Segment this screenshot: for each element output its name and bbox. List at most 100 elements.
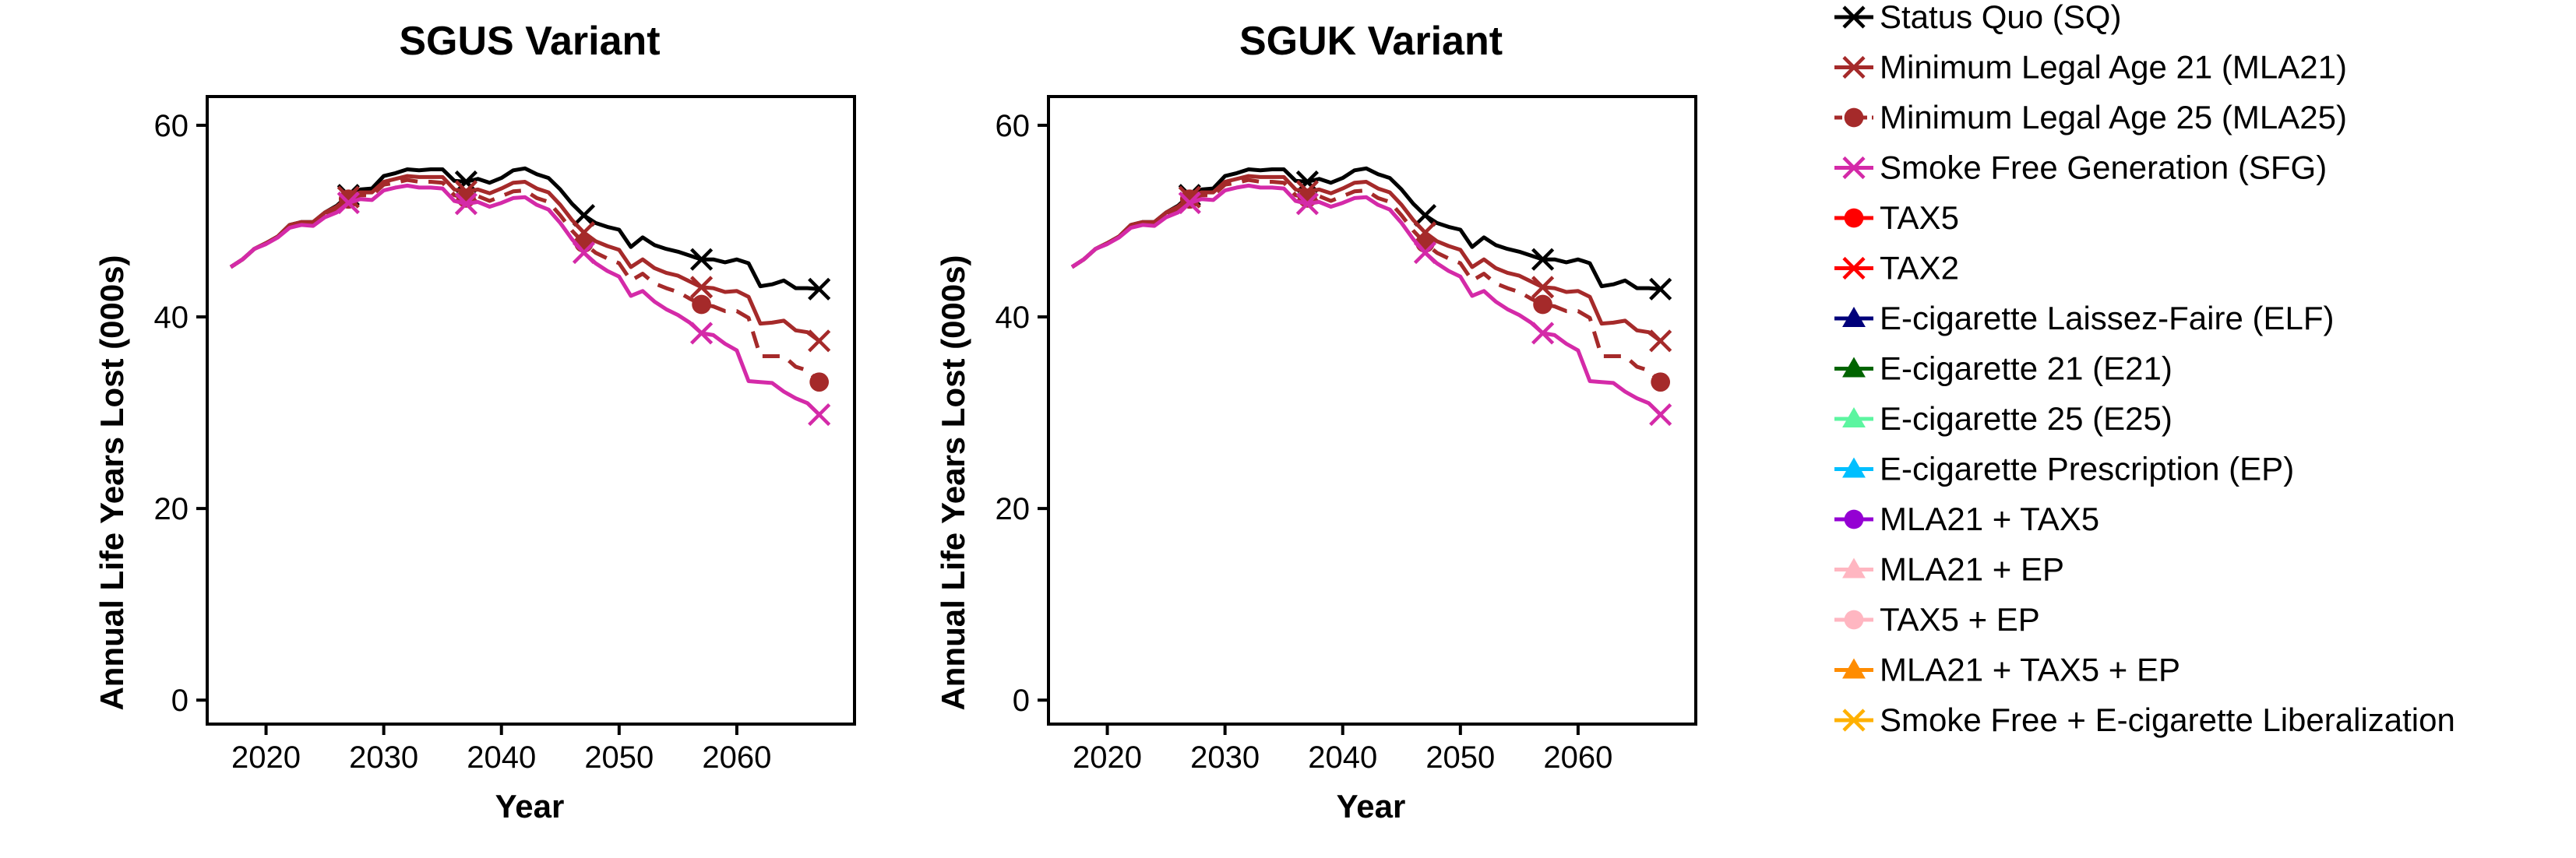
- series-line: [1070, 183, 1662, 417]
- legend-label: Smoke Free + E-cigarette Liberalization: [1880, 702, 2455, 738]
- series-marker: [1533, 294, 1552, 315]
- series-marker: [1651, 372, 1671, 392]
- plot-frame: [1047, 95, 1697, 726]
- series-marker: [337, 191, 360, 215]
- series-marker: [572, 203, 596, 227]
- legend-item: MLA21 + EP: [1834, 551, 2064, 588]
- x-tick-label: 2030: [349, 740, 418, 775]
- panel-title: SGUK Variant: [1239, 19, 1503, 64]
- legend-marker: [1842, 407, 1866, 428]
- legend-marker: [1844, 509, 1864, 529]
- legend-label: TAX5: [1880, 199, 1959, 236]
- legend-label: E-cigarette 21 (E21): [1880, 350, 2173, 387]
- legend-label: MLA21 + TAX5: [1880, 501, 2099, 537]
- legend-marker: [1842, 658, 1866, 679]
- y-tick-label: 20: [154, 492, 189, 526]
- legend-item: TAX5 + EP: [1834, 601, 2040, 638]
- legend-label: MLA21 + TAX5 + EP: [1880, 652, 2180, 688]
- legend-item: Smoke Free Generation (SFG): [1834, 149, 2327, 186]
- legend-label: TAX2: [1880, 250, 1959, 287]
- series-line: [1070, 178, 1662, 384]
- series-marker: [454, 192, 477, 216]
- series-line: [229, 178, 821, 384]
- y-tick-label: 60: [996, 109, 1031, 143]
- y-tick-label: 0: [1013, 684, 1030, 718]
- y-tick-label: 40: [154, 301, 189, 335]
- series-line: [229, 183, 821, 417]
- legend-marker: [1842, 55, 1866, 79]
- legend-label: Smoke Free Generation (SFG): [1880, 149, 2327, 186]
- legend-marker: [1842, 709, 1866, 732]
- y-axis-label: Annual Life Years Lost (000s): [935, 255, 971, 710]
- legend-item: E-cigarette Laissez-Faire (ELF): [1834, 300, 2335, 336]
- legend: Status Quo (SQ) Minimum Legal Age 21 (MLA…: [1834, 0, 2455, 738]
- x-tick-label: 2030: [1190, 740, 1260, 775]
- series-marker: [808, 329, 831, 353]
- legend-marker: [1842, 256, 1866, 280]
- legend-item: E-cigarette 25 (E25): [1834, 400, 2173, 437]
- series-marker: [1531, 322, 1555, 345]
- y-tick-label: 40: [996, 301, 1031, 335]
- legend-marker: [1842, 357, 1866, 378]
- legend-label: Minimum Legal Age 21 (MLA21): [1880, 49, 2347, 86]
- series-line: [1070, 166, 1661, 291]
- series-marker: [1413, 241, 1437, 265]
- y-tick-label: 20: [996, 492, 1031, 526]
- x-tick-label: 2040: [1308, 740, 1377, 775]
- legend-item: Smoke Free + E-cigarette Liberalization: [1834, 702, 2455, 738]
- x-tick-label: 2020: [231, 740, 301, 775]
- legend-item: Status Quo (SQ): [1834, 0, 2121, 35]
- legend-item: Minimum Legal Age 25 (MLA25): [1834, 99, 2347, 135]
- series-marker: [1295, 192, 1319, 216]
- panel-title: SGUS Variant: [399, 19, 660, 64]
- legend-marker: [1844, 107, 1864, 128]
- x-axis-label: Year: [1337, 788, 1406, 825]
- series-marker: [689, 248, 714, 271]
- series-line: [229, 166, 819, 291]
- x-tick-label: 2050: [1425, 740, 1495, 775]
- legend-marker: [1842, 5, 1866, 29]
- legend-marker: [1842, 307, 1866, 328]
- legend-label: TAX5 + EP: [1880, 601, 2040, 638]
- legend-marker: [1842, 557, 1866, 578]
- y-tick-label: 60: [154, 109, 189, 143]
- series-marker: [692, 294, 711, 315]
- x-tick-label: 2050: [584, 740, 654, 775]
- series-marker: [809, 372, 830, 392]
- legend-item: TAX2: [1834, 250, 1959, 287]
- series-marker: [338, 189, 358, 209]
- series-marker: [572, 241, 596, 265]
- series-marker: [689, 322, 714, 345]
- legend-marker: [1844, 208, 1864, 228]
- legend-item: MLA21 + TAX5 + EP: [1834, 652, 2180, 688]
- series-line: [229, 174, 821, 343]
- series-marker: [1531, 248, 1555, 271]
- legend-label: MLA21 + EP: [1880, 551, 2064, 588]
- series-marker: [1649, 329, 1672, 353]
- series-marker: [808, 277, 831, 301]
- series-marker: [1413, 203, 1437, 227]
- legend-item: E-cigarette Prescription (EP): [1834, 451, 2294, 487]
- x-tick-label: 2060: [702, 740, 771, 775]
- legend-item: Minimum Legal Age 21 (MLA21): [1834, 49, 2347, 86]
- legend-marker: [1844, 610, 1864, 630]
- x-tick-label: 2060: [1543, 740, 1612, 775]
- x-tick-label: 2020: [1073, 740, 1142, 775]
- x-axis-label: Year: [495, 788, 565, 825]
- x-tick-label: 2040: [467, 740, 536, 775]
- series-marker: [1179, 189, 1200, 209]
- legend-item: MLA21 + TAX5: [1834, 501, 2099, 537]
- y-axis-label: Annual Life Years Lost (000s): [93, 255, 130, 710]
- legend-label: Minimum Legal Age 25 (MLA25): [1880, 99, 2347, 135]
- legend-marker: [1842, 156, 1866, 180]
- legend-label: E-cigarette Laissez-Faire (ELF): [1880, 300, 2335, 336]
- legend-item: E-cigarette 21 (E21): [1834, 350, 2173, 387]
- series-marker: [1649, 277, 1672, 301]
- legend-label: E-cigarette 25 (E25): [1880, 400, 2173, 437]
- legend-marker: [1842, 457, 1866, 478]
